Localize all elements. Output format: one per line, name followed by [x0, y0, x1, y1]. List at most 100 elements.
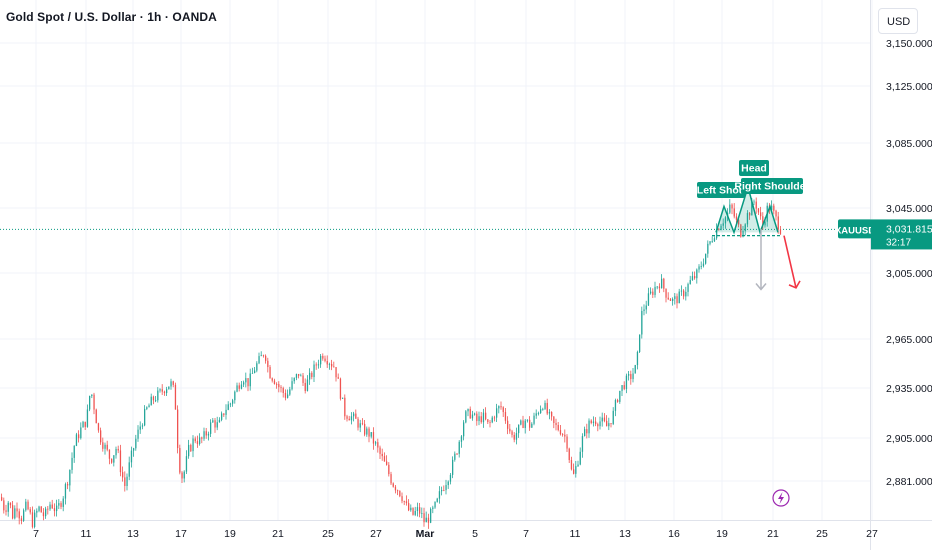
candle-body — [34, 512, 36, 527]
candle-body — [161, 389, 163, 392]
candle-body — [355, 413, 357, 419]
right-shoulder-label: Right Shoulder — [734, 181, 809, 193]
candle-body — [188, 444, 190, 457]
candle-body — [632, 373, 634, 380]
candle-body — [328, 363, 331, 365]
candle-body — [84, 421, 86, 427]
candle-body — [183, 471, 185, 479]
candle-body — [465, 411, 467, 423]
candle-body — [122, 472, 124, 478]
candle-body — [612, 410, 614, 424]
candle-body — [625, 375, 628, 389]
candle-body — [80, 427, 82, 439]
candle-body — [7, 502, 9, 512]
x-tick-label: 25 — [322, 528, 334, 540]
candle-body — [405, 501, 408, 504]
candle-body — [232, 400, 234, 404]
chart-title: Gold Spot / U.S. Dollar · 1h · OANDA — [6, 10, 217, 24]
candle-body — [295, 373, 298, 378]
candle-body — [273, 380, 276, 384]
currency-button[interactable]: USD — [878, 8, 918, 34]
candle-body — [199, 437, 201, 444]
candle-body — [661, 278, 663, 289]
candle-body — [742, 230, 744, 237]
candle-body — [753, 201, 755, 203]
candle-body — [383, 456, 386, 462]
price-tag-countdown: 32:17 — [886, 237, 911, 248]
candle-body — [298, 373, 300, 376]
y-tick-label: 3,085.000 — [886, 138, 932, 150]
candle-body — [738, 219, 740, 225]
candle-body — [471, 414, 474, 419]
candle-body — [474, 413, 476, 415]
candle-body — [304, 382, 306, 391]
candle-body — [458, 441, 460, 454]
candle-body — [331, 363, 333, 367]
x-tick-label: 7 — [33, 528, 39, 540]
candle-body — [135, 438, 137, 449]
candle-body — [282, 388, 284, 393]
candle-body — [498, 406, 500, 409]
candle-body — [128, 462, 130, 477]
candle-body — [234, 391, 236, 401]
candle-body — [20, 518, 23, 521]
candle-body — [491, 417, 493, 423]
candle-body — [529, 419, 531, 428]
candle-body — [524, 420, 526, 428]
x-tick-label: 5 — [472, 528, 478, 540]
candle-body — [667, 297, 669, 300]
candle-body — [771, 205, 773, 211]
candle-body — [47, 508, 49, 510]
candle-body — [449, 474, 452, 482]
candle-body — [381, 453, 383, 457]
candle-body — [284, 392, 287, 398]
candle-body — [397, 490, 399, 492]
candle-body — [740, 224, 742, 237]
candle-body — [518, 424, 520, 434]
candle-body — [130, 450, 133, 463]
candle-body — [443, 490, 445, 491]
candle-body — [603, 417, 606, 421]
candle-body — [225, 409, 227, 415]
candle-body — [166, 389, 168, 394]
x-tick-label: Mar — [416, 528, 435, 540]
candle-body — [75, 434, 78, 446]
candle-body — [9, 502, 12, 506]
candle-body — [575, 466, 577, 474]
candle-body — [67, 484, 69, 486]
candle-body — [716, 228, 718, 239]
candle-body — [174, 384, 177, 410]
candle-body — [493, 417, 496, 419]
candle-body — [665, 288, 667, 298]
candle-body — [430, 508, 432, 523]
symbol-tag-box — [838, 219, 872, 239]
candle-body — [672, 298, 674, 301]
candle-body — [487, 419, 489, 423]
candle-body — [155, 400, 157, 402]
candle-body — [372, 432, 375, 444]
candle-body — [326, 360, 328, 365]
candle-body — [104, 444, 106, 449]
candle-body — [551, 411, 553, 417]
candle-body — [390, 474, 392, 484]
candle-body — [584, 429, 586, 437]
candle-body — [278, 384, 280, 388]
candle-body — [463, 422, 465, 437]
candle-body — [291, 381, 293, 390]
candle-body — [751, 201, 753, 216]
candle-body — [157, 390, 159, 401]
candle-body — [185, 456, 188, 472]
candle-body — [590, 420, 592, 423]
candle-body — [344, 397, 346, 417]
candle-body — [641, 310, 643, 335]
candle-body — [251, 372, 254, 374]
candle-body — [177, 409, 179, 449]
candle-body — [287, 394, 289, 398]
candle-body — [1, 497, 3, 501]
candle-body — [386, 461, 388, 465]
head-label-box — [739, 160, 769, 176]
candle-body — [720, 225, 722, 231]
candle-body — [45, 508, 47, 517]
candle-body — [573, 469, 575, 474]
